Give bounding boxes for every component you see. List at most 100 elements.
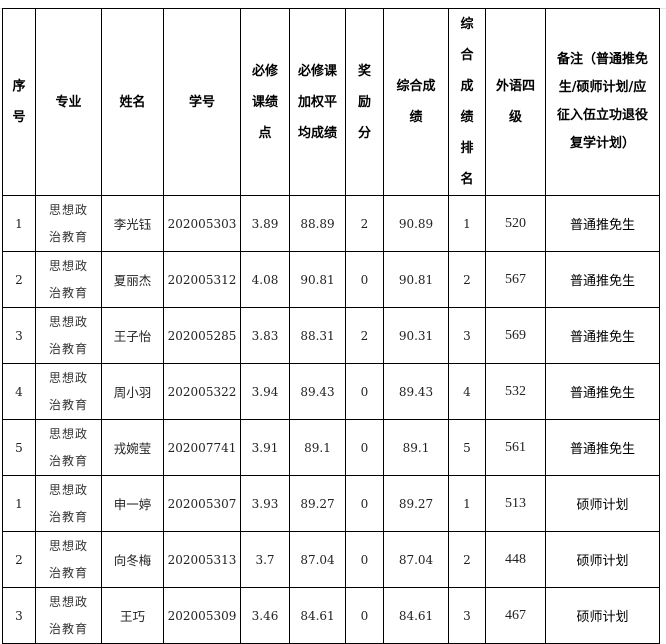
cell-total: 90.89 xyxy=(383,195,449,252)
cell-major: 思想政治教育 xyxy=(35,195,102,252)
cell-seq: 3 xyxy=(2,587,36,644)
cell-note: 普通推免生 xyxy=(545,307,660,364)
cell-cet4: 561 xyxy=(485,419,546,476)
cell-rank: 2 xyxy=(448,531,486,588)
header-name: 姓名 xyxy=(101,8,164,196)
table-row: 4 思想政治教育 周小羽 202005322 3.94 89.43 0 89.43 4 532 普通… xyxy=(2,363,660,420)
cell-note: 普通推免生 xyxy=(545,195,660,252)
cell-rank: 1 xyxy=(448,195,486,252)
cell-seq: 1 xyxy=(2,475,36,532)
cell-rank: 1 xyxy=(448,475,486,532)
cell-cet4: 569 xyxy=(485,307,546,364)
cell-gpa: 3.93 xyxy=(240,475,290,532)
cell-note: 普通推免生 xyxy=(545,419,660,476)
cell-gpa: 3.94 xyxy=(240,363,290,420)
cell-seq: 2 xyxy=(2,531,36,588)
cell-student-id: 202005285 xyxy=(163,307,241,364)
cell-major: 思想政治教育 xyxy=(35,251,102,308)
cell-total: 87.04 xyxy=(383,531,449,588)
cell-total: 89.27 xyxy=(383,475,449,532)
cell-gpa: 4.08 xyxy=(240,251,290,308)
cell-name: 向冬梅 xyxy=(101,531,164,588)
header-gpa: 必修课绩点 xyxy=(240,8,290,196)
cell-bonus: 2 xyxy=(345,195,384,252)
cell-major: 思想政治教育 xyxy=(35,587,102,644)
table-row: 3 思想政治教育 王巧 202005309 3.46 84.61 0 84.61 3 467 硕师计… xyxy=(2,587,660,644)
header-weighted-average: 必修课加权平均成绩 xyxy=(289,8,346,196)
cell-gpa: 3.46 xyxy=(240,587,290,644)
cell-bonus: 0 xyxy=(345,419,384,476)
cell-total: 89.1 xyxy=(383,419,449,476)
cell-weighted-average: 87.04 xyxy=(289,531,346,588)
cell-total: 90.81 xyxy=(383,251,449,308)
header-bonus: 奖励分 xyxy=(345,8,384,196)
cell-total: 84.61 xyxy=(383,587,449,644)
cell-gpa: 3.89 xyxy=(240,195,290,252)
header-cet4: 外语四级 xyxy=(485,8,546,196)
cell-major: 思想政治教育 xyxy=(35,363,102,420)
cell-cet4: 513 xyxy=(485,475,546,532)
cell-student-id: 202005313 xyxy=(163,531,241,588)
cell-student-id: 202005322 xyxy=(163,363,241,420)
cell-cet4: 448 xyxy=(485,531,546,588)
cell-note: 硕师计划 xyxy=(545,475,660,532)
table-row: 2 思想政治教育 夏丽杰 202005312 4.08 90.81 0 90.81 2 567 普通… xyxy=(2,251,660,308)
cell-major: 思想政治教育 xyxy=(35,531,102,588)
table-row: 3 思想政治教育 王子怡 202005285 3.83 88.31 2 90.31 3 569 普通… xyxy=(2,307,660,364)
table-row: 1 思想政治教育 申一婷 202005307 3.93 89.27 0 89.27 1 513 硕师… xyxy=(2,475,660,532)
cell-total: 90.31 xyxy=(383,307,449,364)
header-student-id: 学号 xyxy=(163,8,241,196)
cell-seq: 1 xyxy=(2,195,36,252)
cell-weighted-average: 88.31 xyxy=(289,307,346,364)
cell-gpa: 3.91 xyxy=(240,419,290,476)
cell-name: 王子怡 xyxy=(101,307,164,364)
cell-student-id: 202005303 xyxy=(163,195,241,252)
cell-cet4: 532 xyxy=(485,363,546,420)
ranking-table: 序号 专业 姓名 学号 必修课绩点 必修课加权平均成绩 奖励分 综合成绩 综合成… xyxy=(2,8,660,644)
cell-name: 周小羽 xyxy=(101,363,164,420)
cell-bonus: 0 xyxy=(345,587,384,644)
cell-bonus: 0 xyxy=(345,531,384,588)
cell-seq: 4 xyxy=(2,363,36,420)
cell-student-id: 202005309 xyxy=(163,587,241,644)
cell-weighted-average: 88.89 xyxy=(289,195,346,252)
cell-weighted-average: 90.81 xyxy=(289,251,346,308)
header-total: 综合成绩 xyxy=(383,8,449,196)
header-row: 序号 专业 姓名 学号 必修课绩点 必修课加权平均成绩 奖励分 综合成绩 综合成… xyxy=(2,8,660,196)
cell-weighted-average: 84.61 xyxy=(289,587,346,644)
cell-rank: 4 xyxy=(448,363,486,420)
cell-seq: 3 xyxy=(2,307,36,364)
cell-student-id: 202007741 xyxy=(163,419,241,476)
cell-rank: 3 xyxy=(448,307,486,364)
cell-total: 89.43 xyxy=(383,363,449,420)
table-row: 1 思想政治教育 李光钰 202005303 3.89 88.89 2 90.89 1 520 普通… xyxy=(2,195,660,252)
cell-bonus: 2 xyxy=(345,307,384,364)
header-rank: 综合成绩排名 xyxy=(448,8,486,196)
cell-rank: 2 xyxy=(448,251,486,308)
cell-weighted-average: 89.27 xyxy=(289,475,346,532)
table-body: 1 思想政治教育 李光钰 202005303 3.89 88.89 2 90.89 1 520 普通… xyxy=(2,195,660,644)
table-row: 2 思想政治教育 向冬梅 202005313 3.7 87.04 0 87.04 2 448 硕师计… xyxy=(2,531,660,588)
cell-seq: 5 xyxy=(2,419,36,476)
cell-note: 硕师计划 xyxy=(545,531,660,588)
cell-cet4: 520 xyxy=(485,195,546,252)
cell-gpa: 3.83 xyxy=(240,307,290,364)
cell-name: 李光钰 xyxy=(101,195,164,252)
cell-weighted-average: 89.1 xyxy=(289,419,346,476)
cell-major: 思想政治教育 xyxy=(35,419,102,476)
cell-note: 普通推免生 xyxy=(545,363,660,420)
cell-bonus: 0 xyxy=(345,475,384,532)
header-note: 备注（普通推免生/硕师计划/应征入伍立功退役复学计划） xyxy=(545,8,660,196)
cell-rank: 5 xyxy=(448,419,486,476)
table-row: 5 思想政治教育 戎婉莹 202007741 3.91 89.1 0 89.1 5 561 普通推免… xyxy=(2,419,660,476)
cell-cet4: 467 xyxy=(485,587,546,644)
cell-name: 夏丽杰 xyxy=(101,251,164,308)
header-major: 专业 xyxy=(35,8,102,196)
cell-gpa: 3.7 xyxy=(240,531,290,588)
cell-bonus: 0 xyxy=(345,363,384,420)
cell-note: 普通推免生 xyxy=(545,251,660,308)
cell-seq: 2 xyxy=(2,251,36,308)
header-seq: 序号 xyxy=(2,8,36,196)
cell-student-id: 202005307 xyxy=(163,475,241,532)
cell-student-id: 202005312 xyxy=(163,251,241,308)
